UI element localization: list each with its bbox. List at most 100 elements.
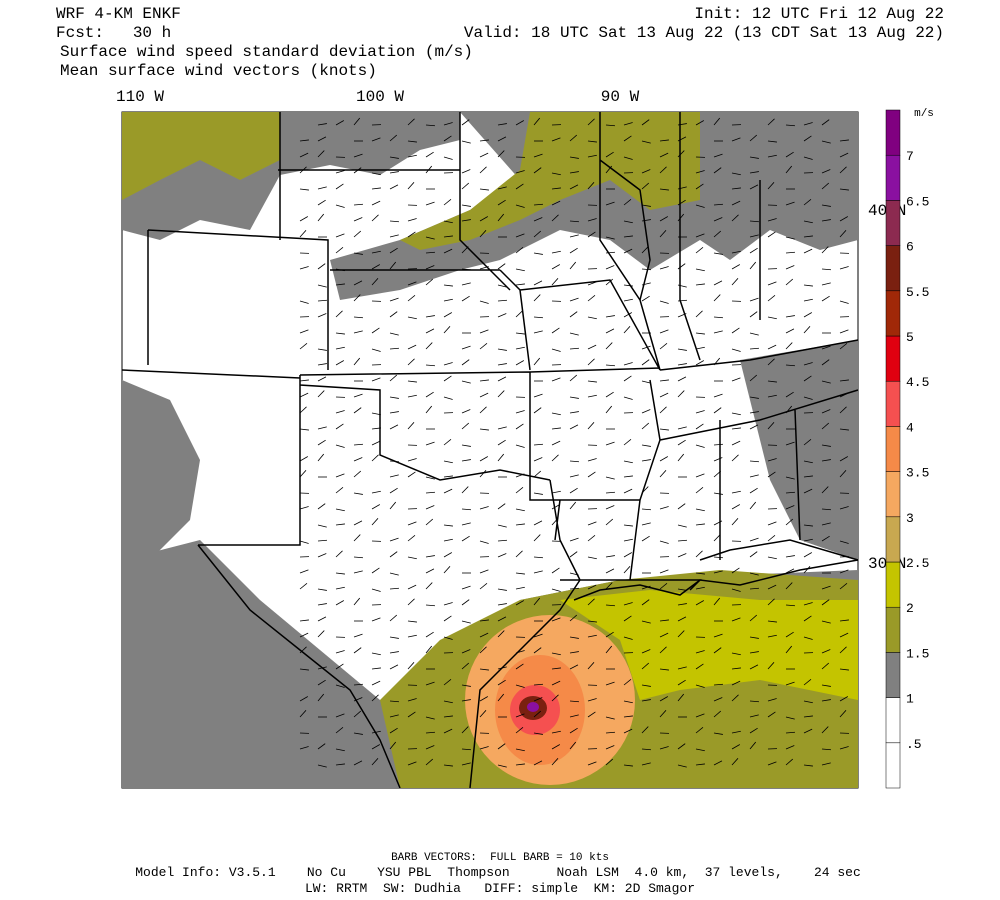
barb [443, 439, 452, 446]
barb [749, 297, 759, 302]
barb [821, 459, 831, 462]
barb [335, 572, 345, 575]
barb [371, 504, 381, 510]
barb [497, 136, 507, 142]
barb [749, 636, 759, 639]
barb [425, 716, 435, 720]
barb [695, 727, 704, 734]
barb [821, 219, 831, 222]
barb [497, 123, 507, 126]
barb [389, 460, 400, 463]
barb [659, 668, 669, 671]
barb [839, 632, 849, 638]
barb [821, 486, 829, 494]
barb [803, 566, 811, 574]
barb [605, 731, 616, 734]
barb [623, 552, 633, 558]
barb [605, 364, 616, 367]
barb [695, 204, 705, 208]
barb [803, 375, 812, 382]
barb [785, 681, 795, 686]
barb [533, 203, 544, 206]
barb [821, 585, 831, 590]
barb [443, 700, 453, 704]
colorbar-label: 6 [906, 240, 914, 255]
barb [353, 760, 363, 766]
barb [479, 583, 488, 590]
barb [551, 278, 559, 286]
barb [587, 556, 597, 560]
barb [407, 662, 415, 670]
barb [713, 203, 724, 206]
barb [767, 711, 776, 718]
barb [731, 200, 741, 206]
barb [623, 362, 633, 366]
barb [839, 746, 849, 750]
barb [299, 152, 309, 158]
barb [641, 140, 651, 144]
barb [479, 266, 489, 270]
barb [425, 265, 435, 270]
barb [407, 218, 417, 222]
barb [407, 521, 417, 526]
barb [461, 599, 470, 606]
barb [533, 330, 543, 334]
barb [659, 696, 669, 702]
barb [641, 380, 651, 384]
barb [821, 748, 832, 751]
barb [677, 426, 687, 430]
barb [443, 312, 453, 318]
barb [731, 694, 739, 702]
barb [839, 668, 849, 671]
barb [551, 490, 561, 494]
barb [497, 150, 505, 158]
barb [839, 329, 849, 334]
barb [569, 487, 578, 494]
barb [641, 726, 649, 734]
barb [317, 453, 325, 462]
barb [767, 316, 777, 320]
barb [587, 584, 597, 590]
barb [569, 220, 580, 223]
barb [389, 487, 398, 494]
barb [371, 187, 381, 190]
barb [533, 633, 543, 638]
barb [569, 332, 579, 336]
barb [731, 377, 741, 382]
barb [677, 123, 687, 126]
barb [731, 588, 741, 592]
barb [461, 459, 471, 462]
barb [605, 265, 615, 270]
barb [461, 268, 472, 271]
barb [407, 471, 416, 478]
barb [533, 647, 542, 654]
barb [515, 183, 524, 190]
barb [659, 540, 669, 544]
barb [605, 342, 613, 350]
barb [461, 169, 471, 174]
barb [533, 230, 542, 238]
barb [407, 118, 415, 126]
barb [767, 295, 776, 302]
barb [641, 409, 651, 414]
barb [767, 394, 777, 398]
barb [371, 652, 381, 656]
colorbar-bin [885, 606, 901, 653]
barb [425, 758, 434, 766]
barb [515, 748, 525, 752]
barb [839, 406, 847, 414]
barb [551, 694, 559, 702]
barb [533, 357, 541, 366]
barb [443, 248, 453, 254]
barb [371, 518, 379, 526]
barb [569, 247, 578, 254]
barb [479, 343, 488, 350]
barb [803, 488, 813, 494]
barb [515, 663, 524, 670]
barb [821, 268, 832, 271]
barb [587, 358, 595, 366]
barb [677, 213, 685, 222]
barb [407, 380, 417, 383]
barb [677, 503, 686, 510]
barb [839, 139, 849, 142]
